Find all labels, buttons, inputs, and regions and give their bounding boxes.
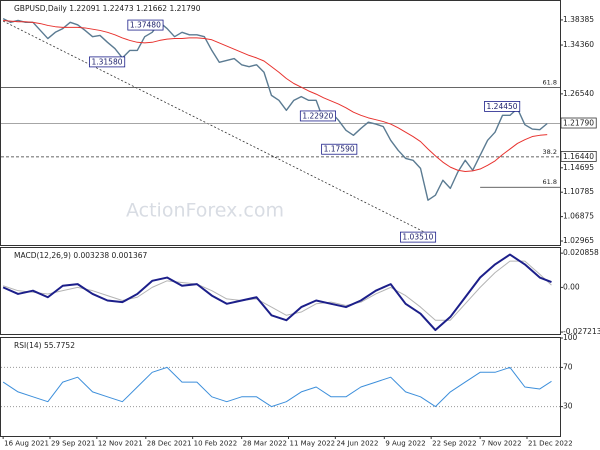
y-tick-label: 1.10785 — [563, 187, 594, 196]
y-tick-label: 1.38385 — [563, 15, 594, 24]
x-tick-label: 24 Jun 2022 — [336, 440, 378, 448]
panel-title: RSI(14) 55.7752 — [14, 341, 75, 350]
y-tick-label: 0.00 — [563, 282, 580, 291]
x-tick-label: 28 Dec 2021 — [147, 440, 192, 448]
level-price-label: 1.16440 — [563, 152, 594, 161]
level-annotation: 1.24450 — [487, 102, 518, 111]
y-tick-label: 70 — [563, 362, 573, 371]
x-tick-label: 12 Nov 2021 — [98, 440, 143, 448]
fibonacci-label: 38.2 — [543, 148, 557, 156]
fibonacci-label: 61.8 — [543, 79, 557, 87]
y-tick-label: 30 — [563, 402, 573, 411]
x-tick-label: 28 Mar 2022 — [243, 440, 287, 448]
x-tick-label: 29 Sep 2021 — [51, 440, 95, 448]
level-annotation-box — [89, 56, 126, 68]
watermark: ActionForex.com — [126, 200, 284, 222]
y-tick-label: 1.26540 — [563, 89, 594, 98]
series-line — [2, 253, 552, 332]
y-tick-label: -0.027213 — [563, 327, 600, 336]
level-annotation-box — [299, 110, 336, 122]
last-price-label: 1.21790 — [563, 119, 594, 128]
level-annotation: 1.31580 — [91, 57, 122, 66]
y-tick-label: 1.02965 — [563, 236, 594, 245]
y-tick-label: 1.14695 — [563, 163, 594, 172]
series-line — [2, 260, 552, 321]
series-line — [3, 19, 548, 173]
rsi-panel-frame — [0, 337, 561, 437]
y-tick-label: 0.020858 — [563, 248, 599, 257]
last-price-label-box — [560, 117, 597, 129]
level-price-label-box — [560, 151, 597, 162]
panel-title: GBPUSD,Daily 1.22091 1.22473 1.21662 1.2… — [14, 4, 201, 13]
x-tick-label: 10 Feb 2022 — [194, 440, 238, 448]
level-annotation: 1.03510 — [402, 233, 433, 242]
trendline — [2, 20, 436, 238]
x-tick-label: 22 Sep 2022 — [432, 440, 476, 448]
fibonacci-label: 61.8 — [543, 178, 557, 186]
main-layer: GBPUSD,Daily 1.22091 1.22473 1.21662 1.2… — [2, 4, 600, 448]
macd-panel-frame — [0, 247, 561, 335]
x-tick-label: 21 Dec 2022 — [528, 440, 573, 448]
level-annotation-box — [400, 231, 437, 243]
panel-title: MACD(12,26,9) 0.003238 0.001367 — [14, 251, 148, 260]
series-line — [2, 17, 548, 201]
x-tick-label: 11 May 2022 — [289, 440, 335, 448]
level-annotation: 1.22920 — [302, 111, 333, 120]
price-panel-frame — [0, 0, 561, 246]
x-tick-label: 7 Nov 2022 — [481, 440, 521, 448]
level-annotation: 1.17590 — [324, 145, 355, 154]
y-tick-label: 1.06875 — [563, 212, 594, 221]
y-tick-label: 1.34360 — [563, 40, 594, 49]
x-tick-label: 16 Aug 2021 — [4, 440, 49, 448]
level-annotation: 1.37480 — [130, 21, 161, 30]
series-line — [2, 366, 552, 408]
level-annotation-box — [321, 143, 358, 155]
y-tick-label: 100 — [563, 333, 578, 342]
level-annotation-box — [127, 19, 164, 31]
x-tick-label: 9 Aug 2022 — [385, 440, 425, 448]
back-layer: ActionForex.com — [1, 20, 560, 408]
level-annotation-box — [484, 101, 521, 112]
